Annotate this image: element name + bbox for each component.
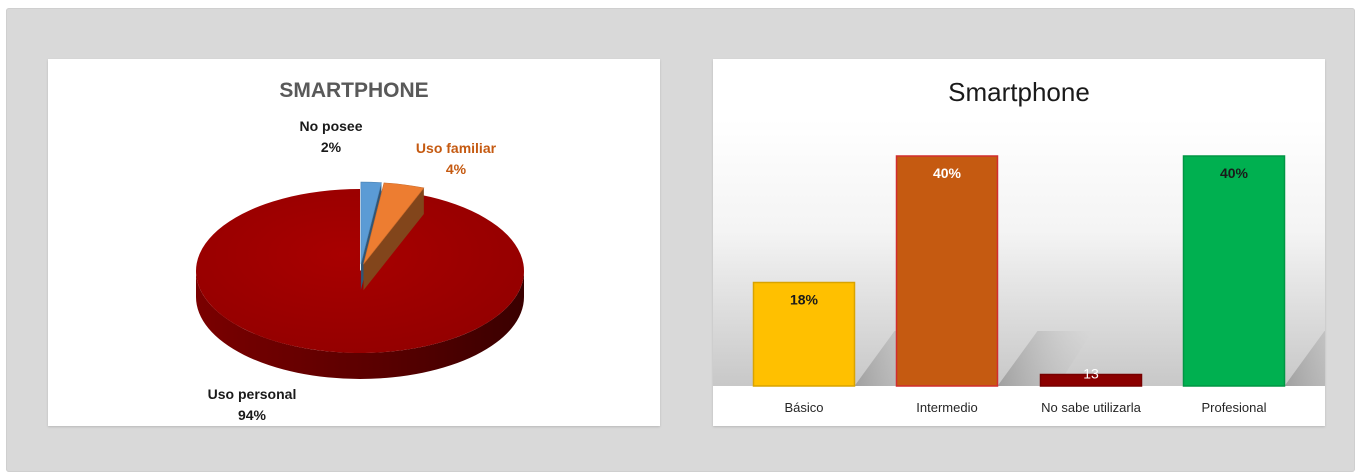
bar-data-label-intermedio: 40%: [933, 165, 962, 181]
bar-chart-panel: Smartphone 18% Básico 40% Intermedio 13 No sa…: [713, 59, 1325, 426]
pie-slice-side: [196, 271, 524, 379]
bar-chart: Smartphone 18% Básico 40% Intermedio 13 No sa…: [713, 77, 1325, 426]
bar-data-label-no-sabe-utilizarla: 13: [1083, 366, 1099, 382]
pie-chart: SMARTPHONE No posee 2% Uso familiar 4% U…: [196, 79, 524, 423]
pie-label-no-posee: No posee: [299, 118, 362, 134]
pie-value-uso-familiar: 4%: [446, 161, 467, 177]
pie-slice-top: [196, 189, 524, 353]
pie-label-uso-personal: Uso personal: [208, 386, 297, 402]
pie-label-uso-familiar: Uso familiar: [416, 140, 497, 156]
bar-data-label-bsico: 18%: [790, 292, 819, 308]
pie-slice-cut-face: [363, 187, 424, 291]
bar-category-label-profesional: Profesional: [1201, 400, 1266, 415]
bar-chart-floor: [713, 386, 1325, 426]
bar-category-label-bsico: Básico: [784, 400, 823, 415]
pie-value-uso-personal: 94%: [238, 407, 267, 423]
bar-profesional: [1182, 155, 1286, 387]
pie-chart-panel: SMARTPHONE No posee 2% Uso familiar 4% U…: [48, 59, 660, 426]
bar-bsico: [752, 281, 856, 387]
bar-intermedio: [895, 155, 999, 387]
bar-shadow-profesional: [1284, 331, 1325, 386]
pie-slice-top: [363, 182, 425, 265]
pie-slice-top: [360, 181, 382, 265]
bar-data-label-profesional: 40%: [1220, 165, 1249, 181]
bar-shadow-intermedio: [997, 331, 1093, 386]
pie-slice-uso-personal: [196, 189, 524, 379]
bar-category-label-intermedio: Intermedio: [916, 400, 977, 415]
bar-category-label-no-sabe-utilizarla: No sabe utilizarla: [1041, 400, 1141, 415]
pie-slice-uso-familiar: [363, 182, 425, 291]
bar-chart-title: Smartphone: [948, 77, 1090, 107]
pie-value-no-posee: 2%: [321, 139, 342, 155]
bar-no-sabe-utilizarla: [1039, 373, 1143, 387]
pie-chart-title: SMARTPHONE: [279, 79, 428, 102]
